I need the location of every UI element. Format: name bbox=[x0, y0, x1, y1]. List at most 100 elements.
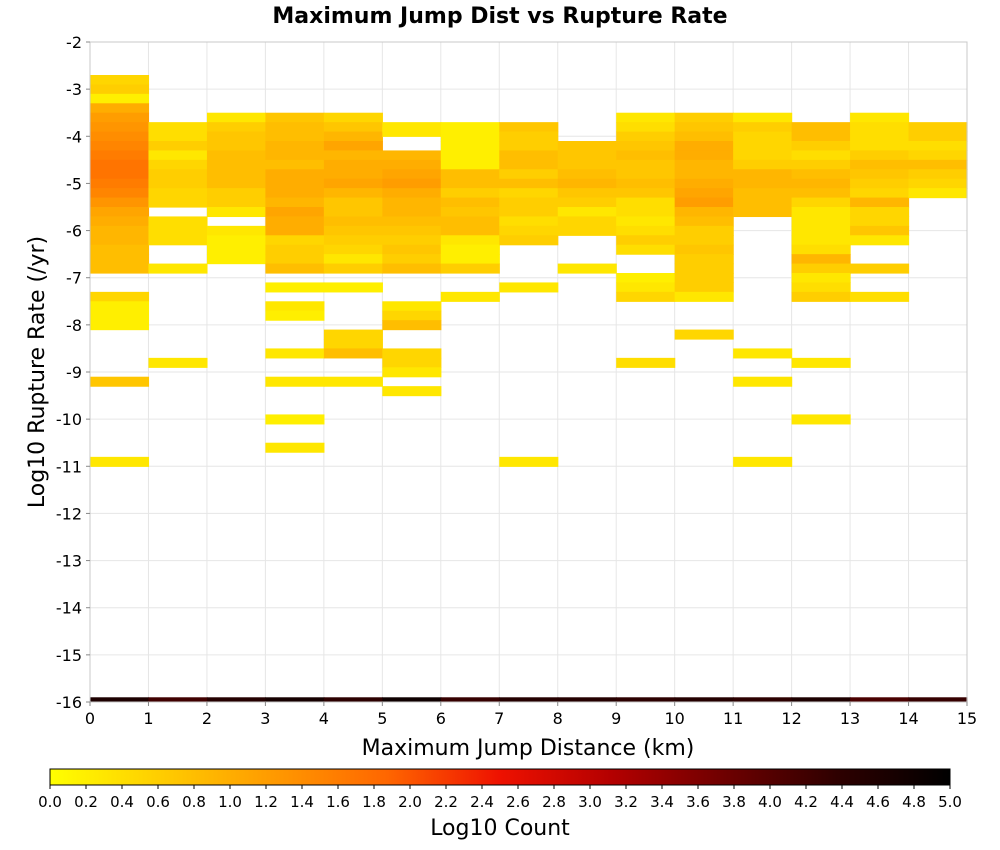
heatmap-cell bbox=[908, 141, 968, 152]
heatmap-cell bbox=[323, 122, 383, 133]
heatmap-cell bbox=[323, 207, 383, 218]
heatmap-cell bbox=[791, 357, 851, 368]
y-tick-label: -10 bbox=[56, 410, 82, 429]
heatmap-cell bbox=[440, 291, 500, 302]
heatmap-cell bbox=[674, 697, 734, 702]
heatmap-cell bbox=[90, 456, 150, 467]
heatmap-cell bbox=[323, 216, 383, 227]
heatmap-cell bbox=[90, 697, 150, 702]
heatmap-cell bbox=[323, 169, 383, 180]
heatmap-cell bbox=[908, 122, 968, 133]
heatmap-cell bbox=[674, 329, 734, 340]
colorbar-tick-label: 2.6 bbox=[506, 793, 530, 811]
heatmap-cell bbox=[440, 197, 500, 208]
heatmap-cell bbox=[265, 207, 325, 218]
heatmap-cell bbox=[499, 235, 559, 246]
y-tick-label: -16 bbox=[56, 693, 82, 712]
colorbar-tick-label: 1.8 bbox=[362, 793, 386, 811]
heatmap-cell bbox=[323, 159, 383, 170]
heatmap-cell bbox=[206, 244, 266, 255]
heatmap-cell bbox=[323, 197, 383, 208]
colorbar-tick-label: 1.4 bbox=[290, 793, 314, 811]
heatmap-cell bbox=[850, 207, 910, 218]
heatmap-cell bbox=[440, 169, 500, 180]
heatmap-cell bbox=[206, 150, 266, 161]
heatmap-cell bbox=[499, 131, 559, 142]
heatmap-cell bbox=[440, 141, 500, 152]
heatmap-cell bbox=[206, 254, 266, 265]
heatmap-cell bbox=[557, 141, 617, 152]
heatmap-cell bbox=[382, 235, 442, 246]
heatmap-cell bbox=[90, 235, 150, 246]
heatmap-cell bbox=[382, 169, 442, 180]
heatmap-cell bbox=[616, 112, 676, 123]
heatmap-cell bbox=[557, 150, 617, 161]
x-axis-ticks: 0 1 2 3 4 5 6 7 8 9 10 11 12 13 14 15 bbox=[85, 702, 977, 728]
heatmap-cell bbox=[674, 282, 734, 293]
heatmap-cell bbox=[323, 697, 383, 702]
heatmap-cell bbox=[90, 263, 150, 274]
heatmap-cell bbox=[733, 697, 793, 702]
heatmap-cell bbox=[323, 329, 383, 340]
heatmap-cell bbox=[323, 376, 383, 387]
heatmap-cell bbox=[557, 207, 617, 218]
heatmap-cell bbox=[382, 159, 442, 170]
heatmap-cell bbox=[90, 169, 150, 180]
heatmap-cell bbox=[499, 207, 559, 218]
heatmap-cell bbox=[265, 216, 325, 227]
chart-title: Maximum Jump Dist vs Rupture Rate bbox=[272, 4, 727, 29]
heatmap-cell bbox=[206, 188, 266, 199]
heatmap-cell bbox=[148, 263, 208, 274]
heatmap-cell bbox=[908, 697, 968, 702]
colorbar-tick-label: 3.8 bbox=[722, 793, 746, 811]
y-tick-label: -12 bbox=[56, 504, 82, 523]
heatmap-cell bbox=[733, 112, 793, 123]
heatmap-cell bbox=[206, 159, 266, 170]
heatmap-cell bbox=[499, 169, 559, 180]
heatmap-cell bbox=[90, 301, 150, 312]
heatmap-cell bbox=[90, 178, 150, 189]
x-tick-label: 1 bbox=[143, 709, 153, 728]
colorbar-tick-label: 1.2 bbox=[254, 793, 278, 811]
heatmap-cell bbox=[148, 216, 208, 227]
heatmap-cell bbox=[557, 197, 617, 208]
heatmap-cell bbox=[674, 112, 734, 123]
heatmap-cell bbox=[616, 150, 676, 161]
heatmap-cell bbox=[791, 235, 851, 246]
heatmap-cell bbox=[674, 188, 734, 199]
colorbar-tick-label: 2.2 bbox=[434, 793, 458, 811]
heatmap-cell bbox=[90, 141, 150, 152]
heatmap-cell bbox=[148, 169, 208, 180]
heatmap-cell bbox=[908, 188, 968, 199]
y-axis-ticks: -2 -3 -4 -5 -6 -7 -8 -9 -10 -11 -12 -13 -14 -15 -16 bbox=[56, 33, 90, 712]
heatmap-cell bbox=[382, 207, 442, 218]
heatmap-cell bbox=[90, 225, 150, 236]
heatmap-cell bbox=[206, 697, 266, 702]
heatmap-cell bbox=[382, 320, 442, 331]
x-axis-label: Maximum Jump Distance (km) bbox=[362, 736, 695, 761]
colorbar-tick-label: 1.0 bbox=[218, 793, 242, 811]
heatmap-cell bbox=[616, 244, 676, 255]
heatmap-cell bbox=[382, 301, 442, 312]
heatmap-cell bbox=[499, 159, 559, 170]
heatmap-cell bbox=[440, 216, 500, 227]
heatmap-cell bbox=[674, 141, 734, 152]
heatmap-cell bbox=[90, 291, 150, 302]
heatmap-cell bbox=[850, 141, 910, 152]
heatmap-cell bbox=[791, 225, 851, 236]
heatmap-cell bbox=[850, 122, 910, 133]
heatmap-cell bbox=[557, 697, 617, 702]
heatmap-cell bbox=[265, 159, 325, 170]
x-tick-label: 5 bbox=[377, 709, 387, 728]
heatmap-cell bbox=[148, 141, 208, 152]
heatmap-cell bbox=[323, 178, 383, 189]
heatmap-cell bbox=[791, 282, 851, 293]
heatmap-cell bbox=[440, 244, 500, 255]
heatmap-cell bbox=[499, 456, 559, 467]
heatmap-cell bbox=[499, 697, 559, 702]
heatmap-cell bbox=[382, 348, 442, 359]
heatmap-cell bbox=[265, 442, 325, 453]
heatmap-cell bbox=[791, 178, 851, 189]
heatmap-cell bbox=[674, 178, 734, 189]
